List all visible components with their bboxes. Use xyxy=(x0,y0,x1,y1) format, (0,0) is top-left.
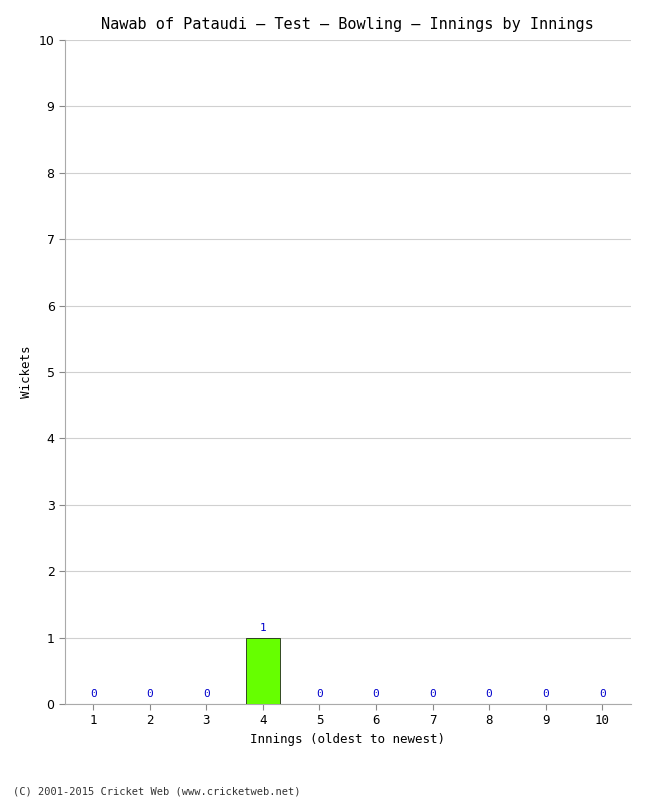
Text: 0: 0 xyxy=(486,690,493,699)
Title: Nawab of Pataudi – Test – Bowling – Innings by Innings: Nawab of Pataudi – Test – Bowling – Inni… xyxy=(101,17,594,32)
Y-axis label: Wickets: Wickets xyxy=(20,346,33,398)
X-axis label: Innings (oldest to newest): Innings (oldest to newest) xyxy=(250,733,445,746)
Text: 0: 0 xyxy=(90,690,97,699)
Text: 0: 0 xyxy=(146,690,153,699)
Text: 0: 0 xyxy=(203,690,210,699)
Text: 0: 0 xyxy=(599,690,606,699)
Text: (C) 2001-2015 Cricket Web (www.cricketweb.net): (C) 2001-2015 Cricket Web (www.cricketwe… xyxy=(13,786,300,796)
Text: 0: 0 xyxy=(316,690,323,699)
Text: 0: 0 xyxy=(372,690,380,699)
Text: 1: 1 xyxy=(259,623,266,633)
Text: 0: 0 xyxy=(429,690,436,699)
Bar xyxy=(246,638,280,704)
Text: 0: 0 xyxy=(542,690,549,699)
